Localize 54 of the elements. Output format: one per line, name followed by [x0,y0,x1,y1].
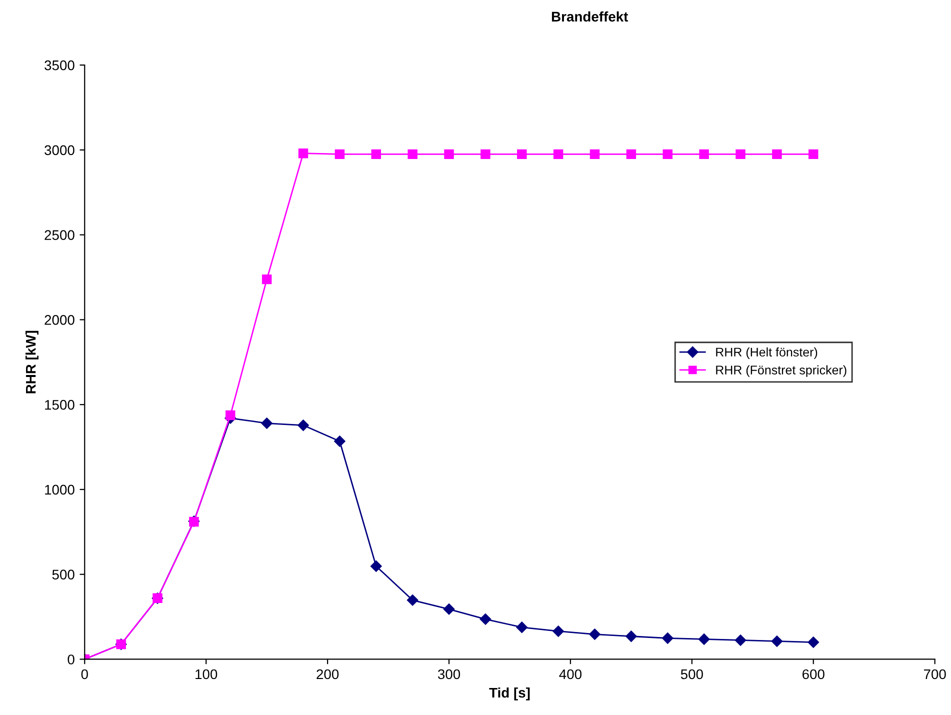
x-tick-label: 100 [196,669,218,680]
point [553,149,564,160]
point [734,634,746,646]
point [480,614,492,625]
point [226,410,236,420]
point [772,149,782,160]
point [370,560,382,572]
y-axis-title: RHR [kW] [26,330,38,394]
point [334,436,346,447]
point [771,636,783,647]
point [444,149,454,160]
x-tick-label: 0 [81,669,88,680]
point [808,149,818,160]
legend-label: RHR (Helt fönster) [716,347,818,360]
point [298,148,308,158]
point [589,628,600,640]
point [406,594,418,606]
point [334,149,345,160]
y-tick-label: 3500 [44,60,74,70]
x-axis-title: Tid [s] [489,687,530,700]
y-tick-label: 500 [52,570,74,580]
point [626,149,636,160]
point [408,149,418,160]
y-tick-label: 2000 [44,315,74,325]
point [662,149,672,160]
x-tick-label: 200 [316,669,339,680]
y-tick-label: 2500 [44,230,74,240]
x-tick-label: 300 [438,669,460,680]
point [443,604,455,615]
point [517,149,527,160]
point [261,418,272,429]
x-tick-label: 700 [924,669,946,680]
y-tick-label: 0 [68,654,74,664]
point [298,420,309,431]
point [480,149,490,160]
point [699,149,709,160]
point [516,622,528,633]
y-tick-label: 1000 [45,484,74,495]
point [808,636,819,648]
point [698,634,710,645]
point [371,149,381,160]
point [736,149,746,160]
point [552,626,564,637]
x-tick-label: 500 [680,669,703,680]
x-tick-label: 600 [802,669,824,680]
point [662,632,674,644]
x-tick-label: 400 [559,669,582,680]
chart-title: Brandeffekt [552,11,628,22]
point [626,630,637,642]
point [590,149,600,160]
legend-label: RHR (Fönstret spricker) [716,365,846,377]
y-tick-label: 3000 [44,145,74,156]
y-tick-label: 1500 [45,400,74,410]
point [262,274,272,284]
